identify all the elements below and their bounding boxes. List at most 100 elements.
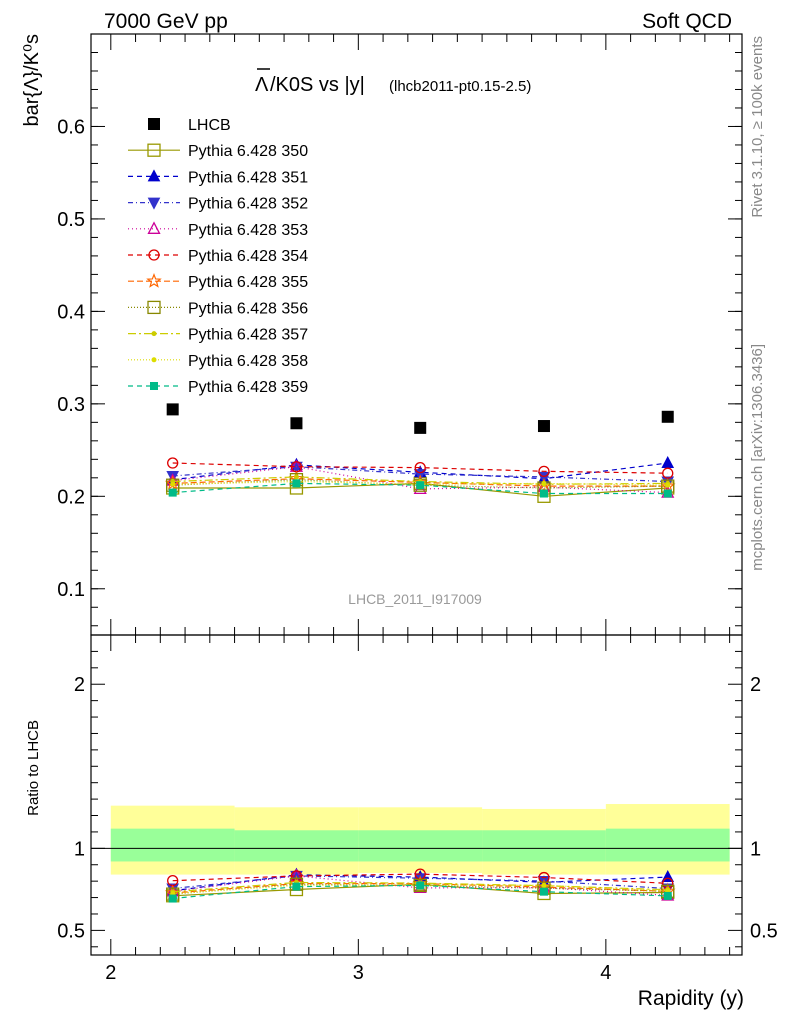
series-main-lhcb [166, 403, 674, 434]
band-green [605, 828, 730, 862]
legend-label: Pythia 6.428 358 [188, 353, 308, 370]
header-right: Soft QCD [642, 10, 732, 33]
series-line [172, 873, 668, 884]
data-point [147, 169, 161, 182]
data-point [663, 489, 672, 498]
legend-label: Pythia 6.428 351 [188, 169, 308, 186]
band-green [110, 828, 235, 862]
main-ytick-label: 0.5 [57, 209, 85, 231]
ratio-xtick-label: 4 [600, 962, 611, 984]
data-point [414, 461, 426, 474]
ratio-xtick-label: 3 [353, 962, 364, 984]
data-point [168, 488, 177, 497]
data-point [539, 489, 548, 498]
legend-entry: LHCB [148, 117, 231, 134]
data-point [147, 197, 161, 210]
data-point [416, 881, 425, 890]
chart-title-bar: Λ [255, 74, 269, 96]
ratio-xtick-label: 2 [105, 962, 116, 984]
data-point [661, 410, 674, 423]
legend-entry: Pythia 6.428 353 [128, 221, 308, 239]
data-point [167, 457, 179, 469]
legend-label: Pythia 6.428 350 [188, 143, 308, 160]
main-ytick-label: 0.6 [57, 116, 85, 138]
main-ytick-label: 0.1 [57, 579, 85, 601]
legend-entry: Pythia 6.428 351 [128, 169, 308, 186]
main-ylabel: bar{Λ}/K⁰s [21, 34, 43, 127]
ratio-ytick-label-right: 0.5 [750, 920, 778, 942]
frames [90, 33, 743, 956]
ratio-ytick-label-right: 1 [750, 838, 761, 860]
data-point [659, 477, 676, 493]
data-point [147, 300, 161, 315]
data-point [151, 331, 157, 337]
data-point [293, 474, 299, 480]
legend-label: Pythia 6.428 359 [188, 379, 308, 396]
ratio-ytick-label: 1 [74, 838, 85, 860]
data-point [416, 481, 425, 490]
legend-entry: Pythia 6.428 359 [128, 379, 308, 396]
legend-label: Pythia 6.428 352 [188, 196, 308, 213]
legend-label: Pythia 6.428 355 [188, 274, 308, 291]
data-point [292, 882, 301, 891]
data-point [146, 273, 162, 288]
ratio-frame [90, 634, 743, 956]
axes-ticks: 0.1 0.2 0.3 0.4 0.5 0.6 2 3 4 0.5 0.5 1 1 2 2 [57, 34, 778, 984]
series-layer [164, 403, 676, 903]
series-line [172, 462, 668, 474]
ratio-ytick-label: 2 [74, 674, 85, 696]
ratio-xlabel: Rapidity (y) [638, 987, 744, 1010]
data-point [541, 480, 547, 486]
series-ratio-pythia-6-428-359 [168, 881, 672, 903]
data-point [536, 477, 552, 493]
watermark: LHCB_2011_I917009 [348, 591, 482, 607]
data-point [665, 482, 671, 488]
legend-label: LHCB [188, 117, 231, 134]
series-line [172, 874, 668, 892]
data-point [541, 882, 547, 888]
main-ytick-label: 0.4 [57, 301, 85, 323]
data-point [147, 143, 161, 157]
chart-title-small: (lhcb2011-pt0.15-2.5) [389, 78, 531, 95]
main-ytick-label: 0.3 [57, 394, 85, 416]
legend-entry: Pythia 6.428 357 [128, 327, 308, 344]
data-point [148, 249, 160, 261]
series-main-pythia-6-428-359 [168, 479, 672, 498]
legend-entry: Pythia 6.428 350 [128, 143, 308, 160]
band-green [482, 830, 606, 862]
legend-entry: Pythia 6.428 352 [128, 196, 308, 213]
data-point [539, 887, 548, 896]
data-point [292, 479, 301, 488]
legend-label: Pythia 6.428 353 [188, 222, 308, 239]
ratio-ytick-label-right: 2 [750, 674, 761, 696]
data-point [538, 465, 550, 477]
data-point [148, 118, 160, 130]
data-point [168, 894, 177, 903]
band-green [358, 830, 483, 862]
data-point [166, 403, 179, 416]
ratio-bands [91, 804, 742, 875]
main-ytick-label: 0.2 [57, 486, 85, 508]
ratio-ylabel: Ratio to LHCB [25, 720, 42, 816]
data-point [414, 421, 427, 434]
series-line [172, 884, 668, 900]
ratio-ytick-label: 0.5 [57, 920, 85, 942]
series-line [172, 462, 668, 481]
data-point [661, 455, 675, 469]
legend-entry: Pythia 6.428 354 [128, 248, 308, 265]
legend-entry: Pythia 6.428 358 [128, 353, 308, 370]
legend-entry: Pythia 6.428 356 [128, 300, 308, 317]
mcplots-label: mcplots.cern.ch [arXiv:1306.3436] [749, 344, 766, 571]
data-point [537, 420, 550, 433]
data-point [663, 891, 672, 900]
rivet-label: Rivet 3.1.10, ≥ 100k events [749, 36, 766, 218]
data-point [150, 382, 158, 390]
data-point [151, 357, 157, 363]
data-point [170, 481, 176, 487]
legend-label: Pythia 6.428 356 [188, 300, 308, 317]
data-point [147, 221, 161, 234]
legend-label: Pythia 6.428 357 [188, 327, 308, 344]
band-green [234, 830, 359, 862]
